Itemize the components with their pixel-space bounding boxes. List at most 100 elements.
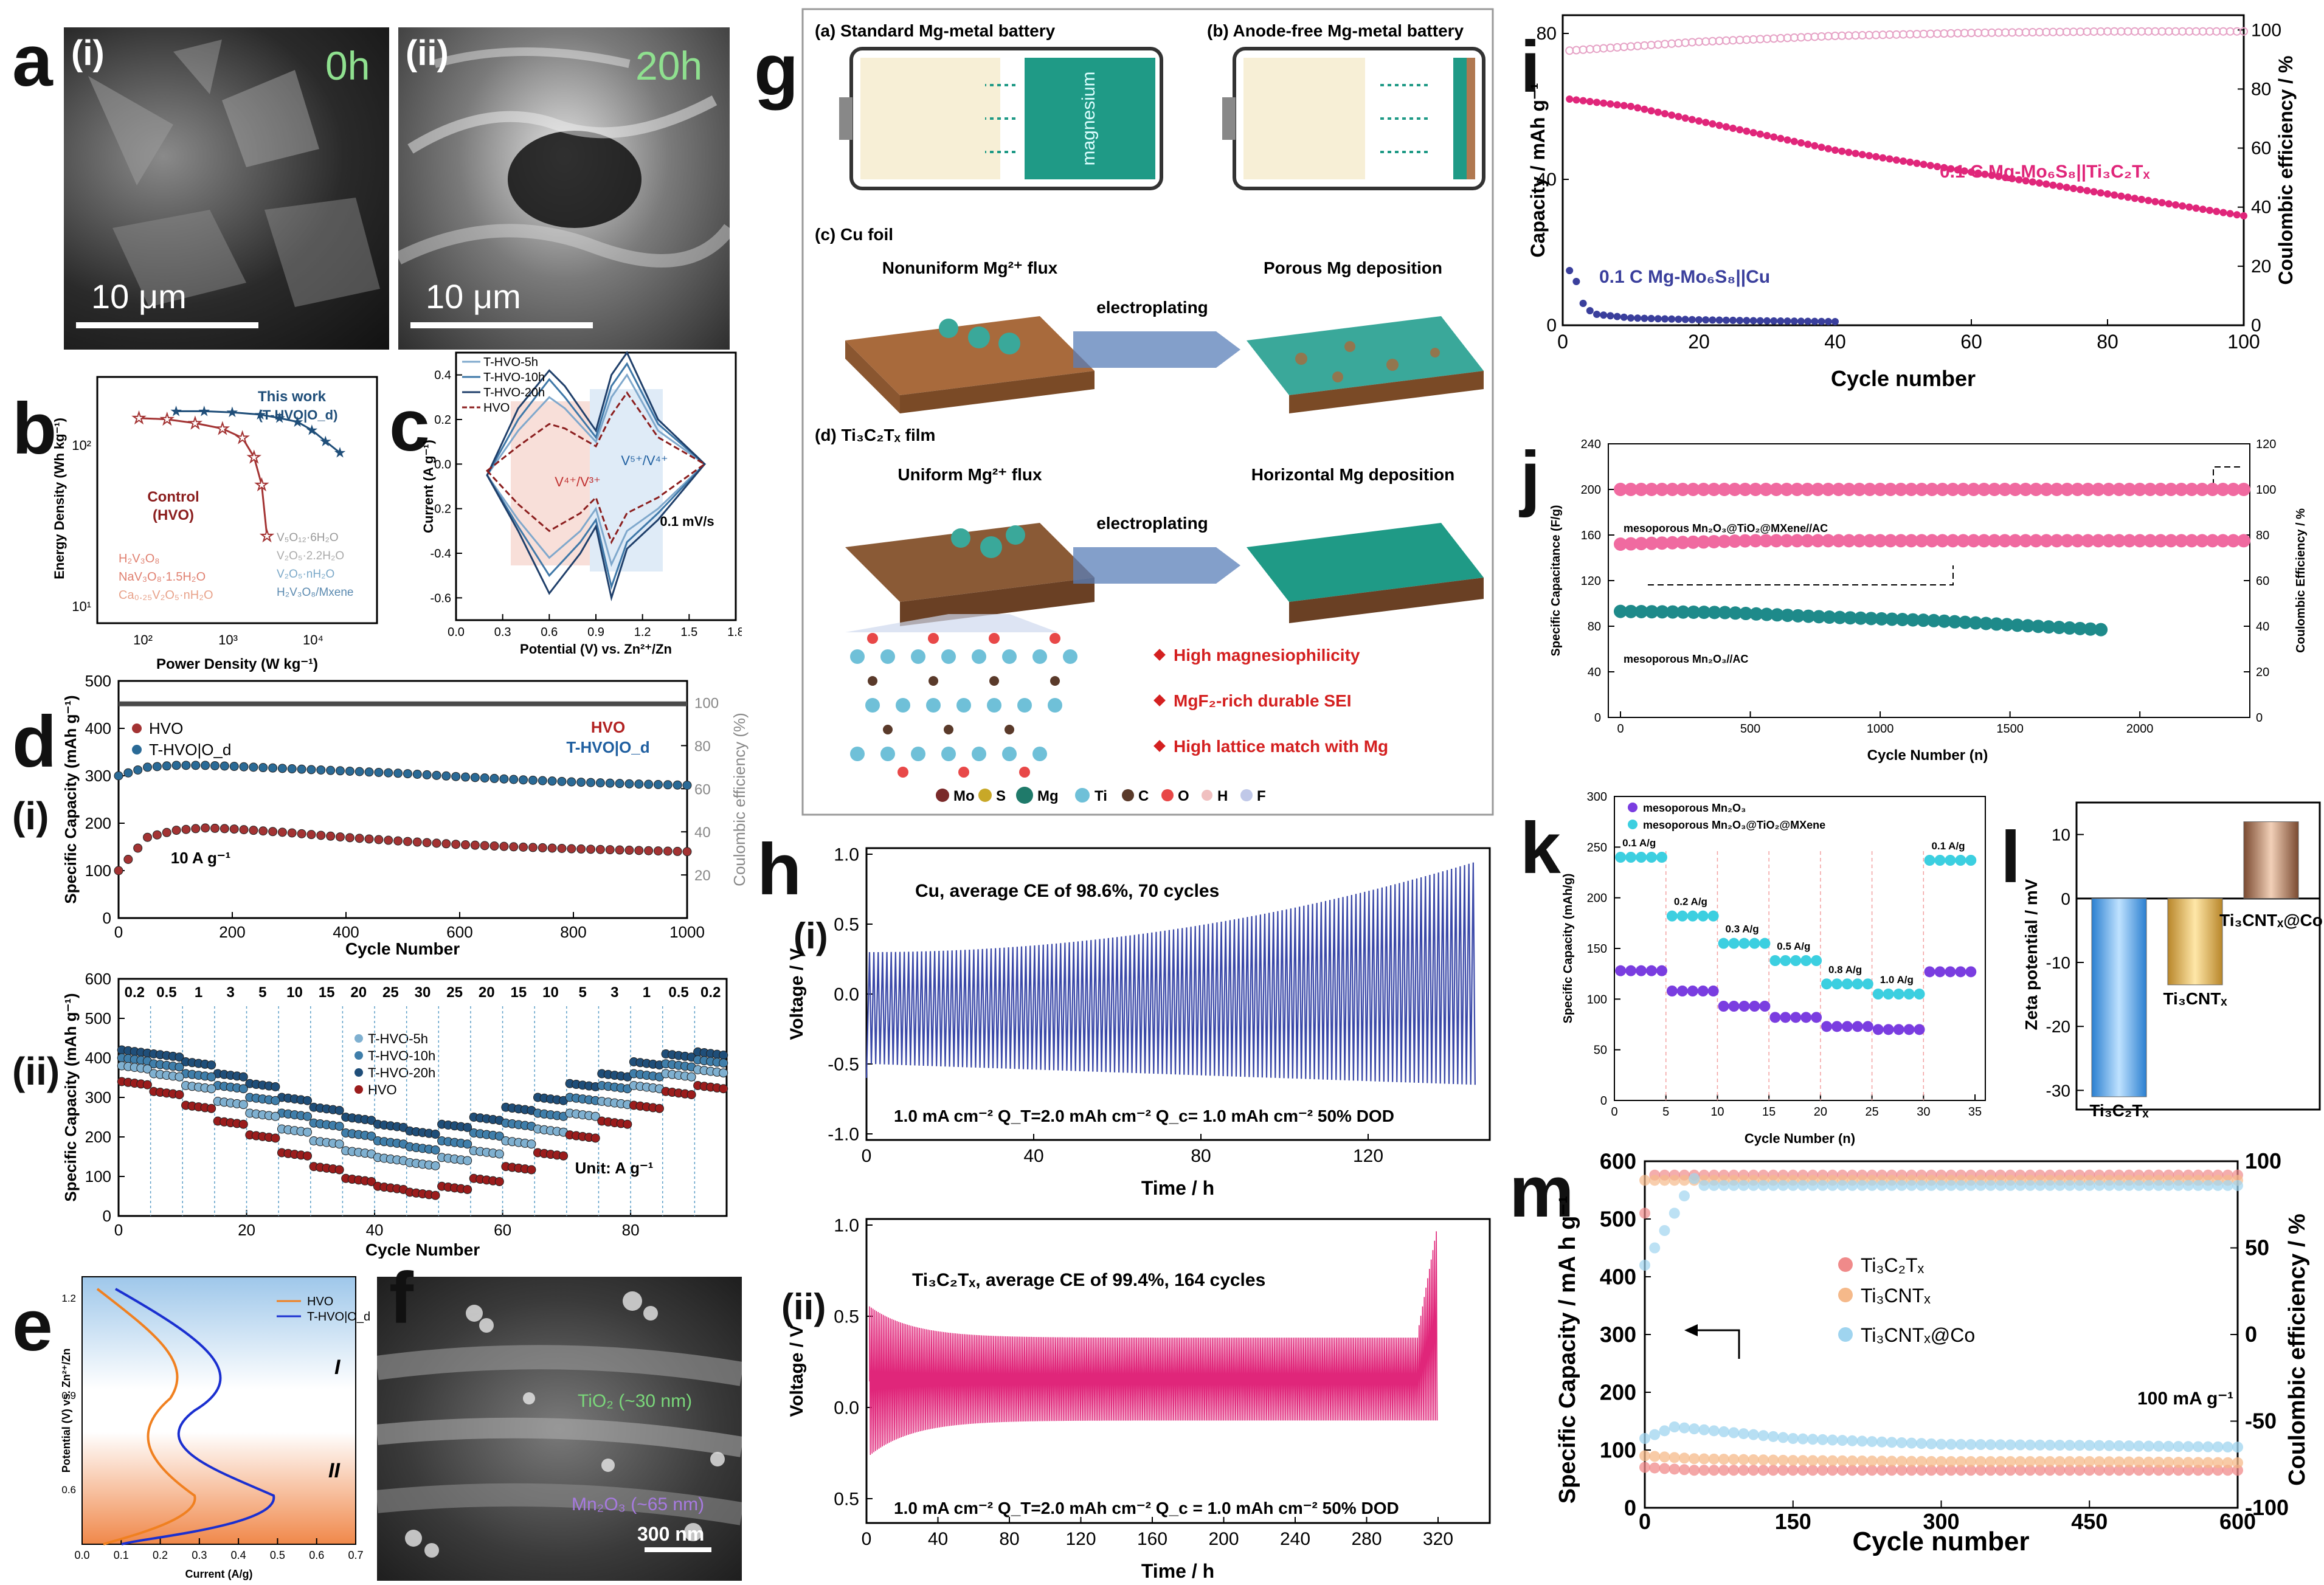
m-point-0-50 xyxy=(2133,1465,2145,1476)
b-point-0-0: ★ xyxy=(170,403,183,420)
atomic-lattice xyxy=(850,633,1077,778)
k-point-1-0-2 xyxy=(1636,852,1647,863)
h-i-axes: 0 40 80 120 1.0 0.5 0.0 -0.5 -1.0 xyxy=(828,845,1383,1167)
i-point-0-28 xyxy=(1756,130,1764,138)
d1-point-0-43 xyxy=(528,843,538,852)
k-point-1-3-3 xyxy=(1800,955,1812,966)
xlabel-b: Power Density (W kg⁻¹) xyxy=(156,656,318,672)
d1-point-0-53 xyxy=(624,845,634,855)
m-point-1-42 xyxy=(2054,1456,2066,1467)
m-point-2-27 xyxy=(1906,1437,1917,1449)
k-point-0-3-2 xyxy=(1790,1012,1802,1023)
d2-rate-6: 15 xyxy=(319,984,335,1001)
m-ce-2-58 xyxy=(2212,1179,2224,1191)
j-point-0-28 xyxy=(1904,534,1918,548)
d2-point-3-4-4 xyxy=(271,1133,280,1143)
m-point-0-55 xyxy=(2182,1465,2194,1476)
j-dashed-left xyxy=(1648,565,1954,585)
i-point-0-59 xyxy=(1968,168,1975,176)
j-point-2-57 xyxy=(2205,483,2219,496)
m-y2tick-0: -100 xyxy=(2245,1495,2289,1520)
j-point-2-27 xyxy=(1894,483,1908,496)
i-point-2-11 xyxy=(1640,41,1649,50)
j-y2tick-5: 100 xyxy=(2256,483,2276,497)
m-point-0-4 xyxy=(1679,1464,1690,1476)
d1-point-1-36 xyxy=(461,772,471,782)
m-ce-1-0 xyxy=(1639,1175,1650,1186)
xlabel-m: Cycle number xyxy=(1853,1527,2030,1556)
m-point-1-20 xyxy=(1837,1455,1848,1466)
legend-m-2: Ti₃CNTₓ@Co xyxy=(1861,1324,1975,1346)
i-point-0-42 xyxy=(1852,150,1859,157)
atom-s: S xyxy=(996,788,1006,804)
b-point-1-5: ★ xyxy=(247,449,261,466)
j-point-1-39 xyxy=(2021,619,2035,633)
m-point-1-58 xyxy=(2212,1457,2224,1468)
i-point-2-55 xyxy=(1940,29,1949,38)
k-xtick-2: 10 xyxy=(1710,1105,1724,1119)
m-point-0-26 xyxy=(1896,1465,1907,1476)
b-point-1-0: ★ xyxy=(133,410,146,427)
j-point-1-19 xyxy=(1812,610,1826,624)
xlabel-j: Cycle Number (n) xyxy=(1867,747,1988,764)
i-point-2-4 xyxy=(1593,44,1601,54)
panel-f: f TiO₂ (~30 nm) Mn₂O₃ (~65 nm) 300 nm xyxy=(377,1262,778,1585)
m-point-1-41 xyxy=(2044,1456,2056,1467)
d1-point-0-54 xyxy=(634,846,644,855)
j-point-2-0 xyxy=(1614,483,1627,496)
k-point-0-4-3 xyxy=(1852,1021,1863,1032)
i-point-0-53 xyxy=(1926,162,1934,170)
d1-ytick-4: 400 xyxy=(85,719,111,737)
m-point-2-56 xyxy=(2193,1441,2204,1452)
b-point-1-7: ★ xyxy=(260,528,274,544)
d2-point-3-17-4 xyxy=(686,1089,696,1099)
d2-rate-8: 25 xyxy=(382,984,399,1001)
d1-point-0-31 xyxy=(412,837,422,847)
k-xtick-0: 0 xyxy=(1611,1105,1617,1119)
k-point-0-1-3 xyxy=(1697,986,1709,996)
j-point-2-18 xyxy=(1800,483,1814,496)
k-rate-6: 0.1 A/g xyxy=(1931,840,1965,852)
d1-xtick-5: 1000 xyxy=(669,923,705,941)
panel-h: h (i) (ii) Voltage / V Time / h Cu, aver… xyxy=(754,815,1508,1585)
chart-i: Capacity / mAh g⁻¹ Coulombic efficiency … xyxy=(1527,14,2297,391)
k-point-1-3-4 xyxy=(1811,955,1822,966)
i-point-1-2 xyxy=(1579,300,1587,307)
m-point-2-30 xyxy=(1935,1438,1947,1450)
i-point-1-19 xyxy=(1695,316,1703,323)
i-point-2-21 xyxy=(1708,36,1717,46)
j-ytick-1: 40 xyxy=(1588,666,1601,679)
m-ce-2-39 xyxy=(2024,1179,2036,1191)
m-point-2-25 xyxy=(1886,1437,1898,1448)
i-point-0-78 xyxy=(2097,189,2104,197)
i-point-2-56 xyxy=(1946,29,1956,38)
k-point-0-4-1 xyxy=(1831,1021,1842,1032)
i-point-2-47 xyxy=(1885,30,1894,40)
j-ytick-5: 200 xyxy=(1581,483,1601,497)
c-xtick-2: 0.6 xyxy=(541,626,558,639)
m-ce-2-0 xyxy=(1639,1260,1650,1271)
i-point-0-10 xyxy=(1634,104,1642,112)
c-ytick-3: -0.2 xyxy=(431,503,451,516)
ion-arrows-b xyxy=(1380,84,1429,153)
i-point-2-15 xyxy=(1667,39,1676,48)
j-point-2-9 xyxy=(1707,483,1721,496)
chart-d: Specific Capacity (mAh g⁻¹) Coulombic ef… xyxy=(61,675,749,1259)
d2-xtick-2: 40 xyxy=(366,1221,384,1239)
i-point-2-50 xyxy=(1906,30,1915,39)
i-point-1-0 xyxy=(1566,267,1574,274)
panel-label-g: g xyxy=(754,29,799,111)
m-point-0-35 xyxy=(1985,1465,1996,1476)
d1-ytick-1: 100 xyxy=(85,862,111,880)
k-point-1-1-1 xyxy=(1676,910,1688,922)
e-axes: 0.0 0.1 0.2 0.3 0.4 0.5 0.6 0.7 1.2 0.9 0.6 xyxy=(61,1293,363,1561)
j-y2tick-3: 60 xyxy=(2256,575,2269,588)
i-xtick-5: 100 xyxy=(2227,331,2260,353)
i-point-2-53 xyxy=(1926,29,1935,38)
battery-anode-free-terminal xyxy=(1222,97,1236,140)
j-point-0-21 xyxy=(1831,534,1845,548)
b-point-0-6: ★ xyxy=(305,422,319,438)
m-ce-2-48 xyxy=(2114,1179,2125,1191)
d1-point-1-40 xyxy=(499,774,509,784)
d1-point-0-25 xyxy=(354,834,364,843)
